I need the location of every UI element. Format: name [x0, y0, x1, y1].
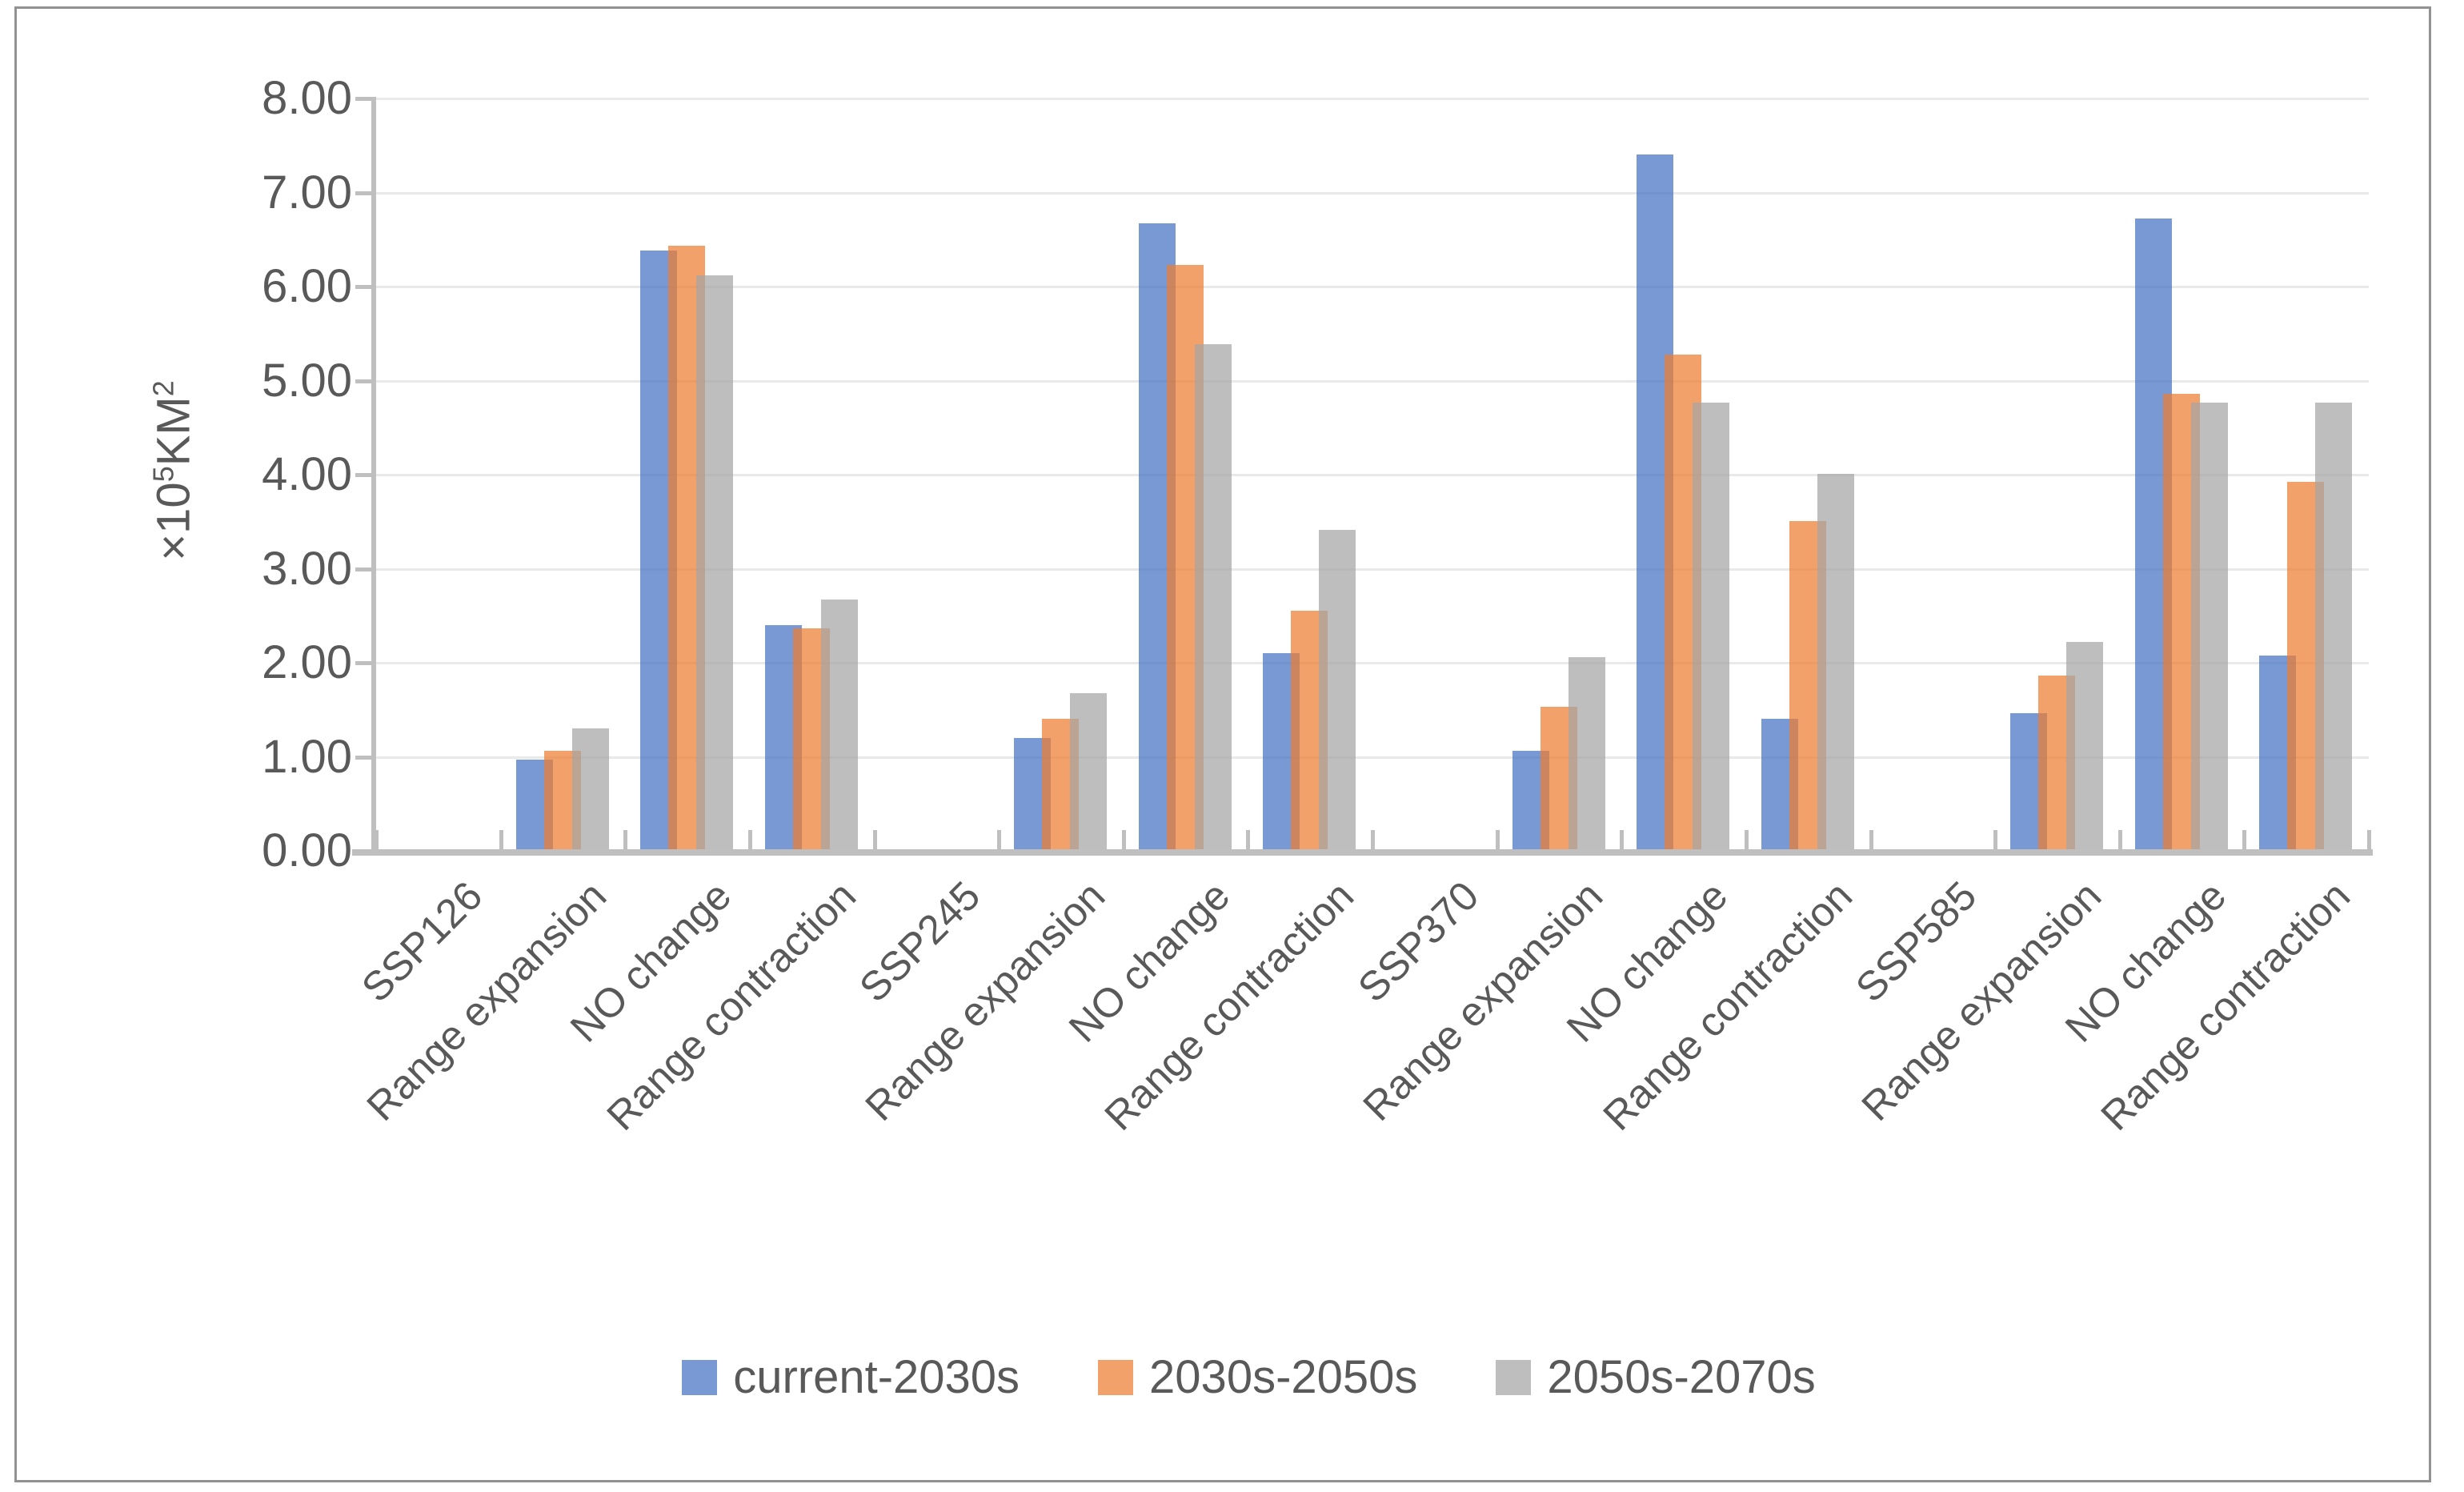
- legend-swatch-2050s-2070s: [1496, 1359, 1532, 1395]
- x-axis-tick: [2118, 830, 2122, 851]
- x-axis-tick: [2242, 830, 2246, 851]
- x-axis-tick: [1745, 830, 1749, 851]
- y-axis-tick: [355, 285, 376, 289]
- bar-2050s-2070s-no-change: [696, 275, 733, 851]
- x-axis-tick: [748, 830, 752, 851]
- bar-2050s-2070s-range-expansion: [1070, 693, 1107, 851]
- legend-label-current-2030s: current-2030s: [733, 1351, 1020, 1403]
- y-axis-tick: [355, 567, 376, 572]
- bar-2050s-2070s-range-contraction: [1319, 530, 1356, 851]
- x-axis-tick: [1246, 830, 1250, 851]
- gridline: [376, 756, 2369, 759]
- x-axis-tick: [623, 830, 627, 851]
- legend-item-2030s-2050s: 2030s-2050s: [1098, 1350, 1417, 1404]
- legend-swatch-current-2030s: [682, 1359, 718, 1395]
- bar-2050s-2070s-range-expansion: [572, 728, 609, 851]
- y-tick-label: 0.00: [262, 824, 352, 876]
- x-axis-tick: [873, 830, 877, 851]
- bar-2050s-2070s-range-expansion: [2066, 642, 2103, 851]
- gridline: [376, 474, 2369, 476]
- y-tick-label: 2.00: [262, 636, 352, 688]
- x-axis-tick: [1371, 830, 1375, 851]
- y-axis-tick: [355, 379, 376, 383]
- bar-2050s-2070s-no-change: [1693, 403, 1729, 851]
- legend-item-2050s-2070s: 2050s-2070s: [1496, 1350, 1816, 1404]
- x-axis-tick: [1993, 830, 1997, 851]
- y-tick-label: 5.00: [262, 354, 352, 407]
- y-axis-tick: [355, 755, 376, 760]
- x-axis-tick: [1122, 830, 1126, 851]
- y-tick-label: 3.00: [262, 542, 352, 595]
- y-axis-title-exponent: 5: [146, 466, 180, 483]
- y-axis-tick: [355, 661, 376, 665]
- y-tick-label: 8.00: [262, 72, 352, 124]
- bar-2050s-2070s-range-contraction: [1817, 474, 1854, 851]
- y-tick-label: 6.00: [262, 260, 352, 312]
- legend-label-2030s-2050s: 2030s-2050s: [1149, 1351, 1418, 1403]
- legend-label-2050s-2070s: 2050s-2070s: [1547, 1351, 1816, 1403]
- bar-2050s-2070s-range-contraction: [821, 600, 858, 851]
- gridline: [376, 98, 2369, 100]
- y-tick-label: 1.00: [262, 730, 352, 783]
- x-axis-tick: [2367, 830, 2371, 851]
- y-tick-label: 4.00: [262, 448, 352, 500]
- x-axis-tick: [1869, 830, 1873, 851]
- gridline: [376, 286, 2369, 288]
- bar-2050s-2070s-range-contraction: [2315, 403, 2352, 851]
- x-axis-tick: [499, 830, 503, 851]
- x-axis-tick: [1496, 830, 1500, 851]
- y-axis-tick: [355, 473, 376, 477]
- bar-2050s-2070s-range-expansion: [1569, 657, 1605, 851]
- legend-item-current-2030s: current-2030s: [682, 1350, 1020, 1404]
- y-axis-tick: [355, 849, 376, 853]
- y-tick-label: 7.00: [262, 166, 352, 219]
- x-axis-tick: [1620, 830, 1624, 851]
- y-axis-title-unit-exponent: 2: [146, 380, 180, 397]
- x-axis-tick: [375, 830, 379, 851]
- gridline: [376, 568, 2369, 571]
- bar-2050s-2070s-no-change: [1195, 344, 1232, 851]
- y-axis-tick: [355, 191, 376, 195]
- x-axis-tick: [997, 830, 1001, 851]
- legend: current-2030s 2030s-2050s 2050s-2070s: [17, 1350, 2464, 1404]
- gridline: [376, 191, 2369, 195]
- y-axis-tick: [355, 97, 376, 101]
- gridline: [376, 379, 2369, 383]
- legend-swatch-2030s-2050s: [1098, 1359, 1134, 1395]
- bar-2050s-2070s-no-change: [2191, 403, 2228, 851]
- gridline: [376, 662, 2369, 664]
- x-axis-line: [352, 849, 2373, 856]
